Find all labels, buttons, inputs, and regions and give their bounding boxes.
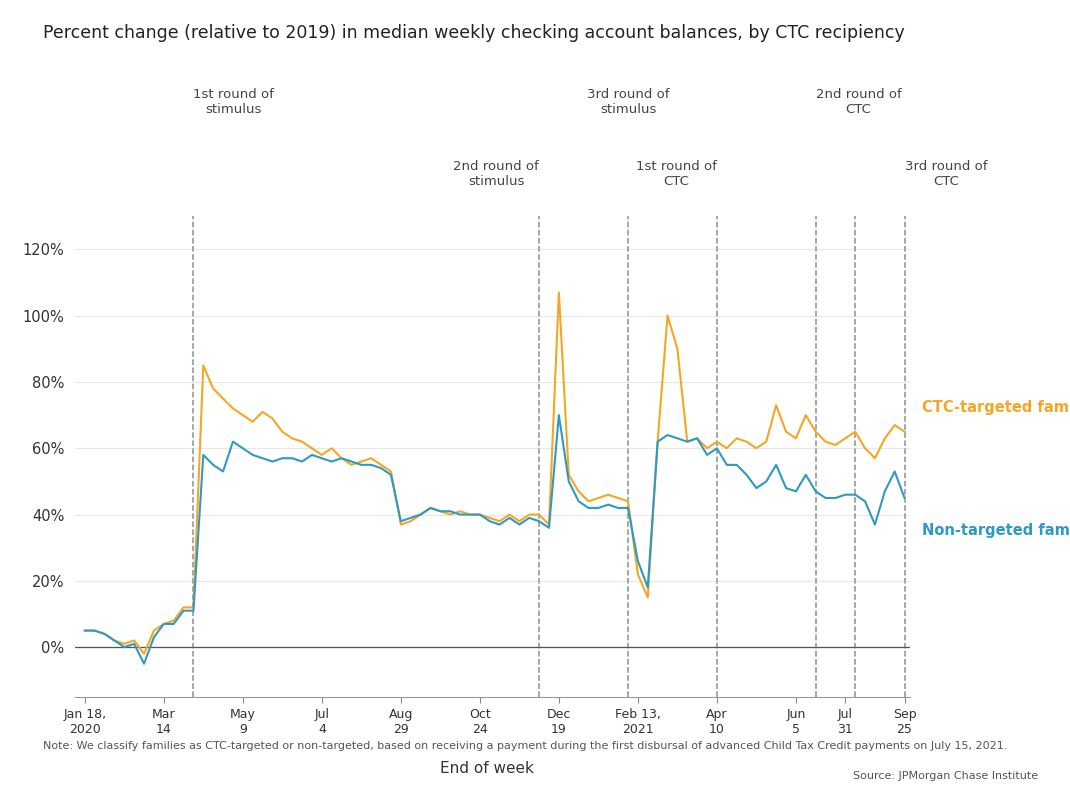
Text: 1st round of
CTC: 1st round of CTC xyxy=(636,160,717,188)
Text: Note: We classify families as CTC-targeted or non-targeted, based on receiving a: Note: We classify families as CTC-target… xyxy=(43,741,1007,751)
Text: CTC-targeted families: CTC-targeted families xyxy=(922,400,1070,415)
Text: End of week: End of week xyxy=(440,762,534,776)
Text: 2nd round of
stimulus: 2nd round of stimulus xyxy=(454,160,539,188)
Text: 3rd round of
stimulus: 3rd round of stimulus xyxy=(586,88,669,116)
Text: 1st round of
stimulus: 1st round of stimulus xyxy=(194,88,274,116)
Text: Source: JPMorgan Chase Institute: Source: JPMorgan Chase Institute xyxy=(853,771,1038,781)
Text: 3rd round of
CTC: 3rd round of CTC xyxy=(904,160,987,188)
Text: Percent change (relative to 2019) in median weekly checking account balances, by: Percent change (relative to 2019) in med… xyxy=(43,24,904,42)
Text: Non-targeted families: Non-targeted families xyxy=(922,522,1070,537)
Text: 2nd round of
CTC: 2nd round of CTC xyxy=(815,88,901,116)
